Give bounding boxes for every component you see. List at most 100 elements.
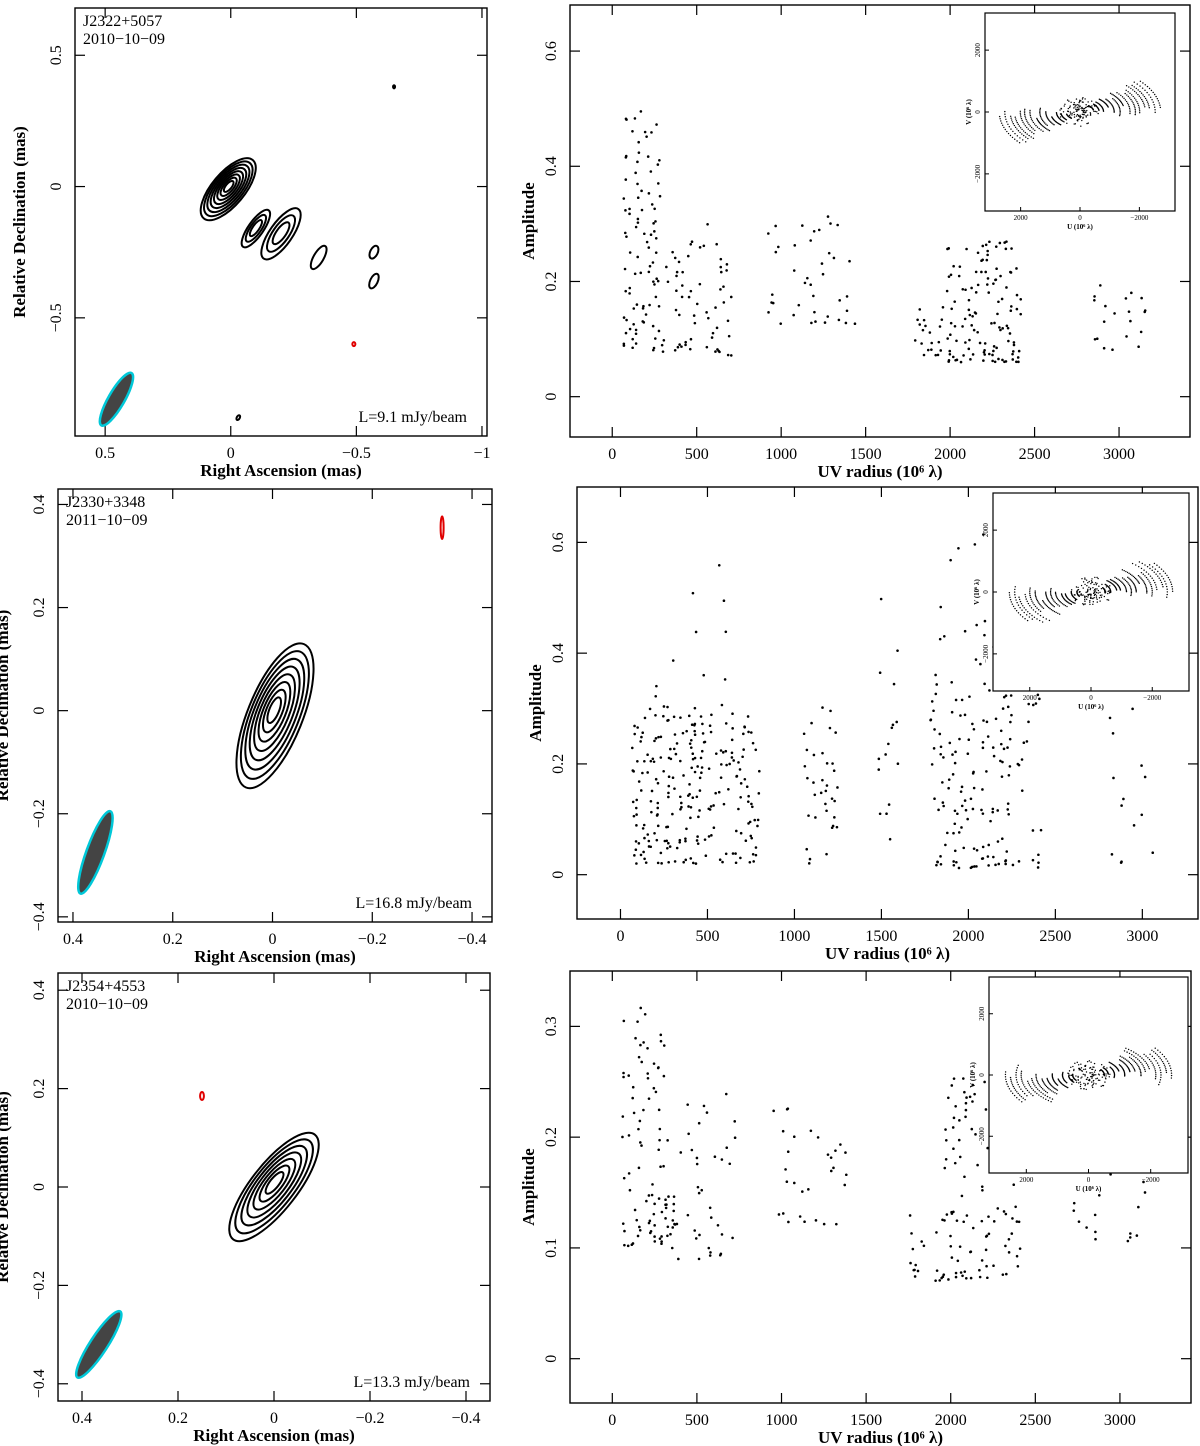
- data-point: [934, 1279, 937, 1282]
- data-point: [827, 251, 831, 255]
- uv-point: [1050, 589, 1052, 591]
- data-point: [729, 295, 733, 299]
- data-point: [747, 822, 750, 825]
- data-point: [623, 1243, 626, 1247]
- uv-point: [1064, 103, 1066, 105]
- uv-point: [1033, 1083, 1035, 1085]
- data-point: [1011, 350, 1015, 353]
- contour-line: [206, 163, 251, 214]
- data-point: [1102, 320, 1106, 323]
- uv-point: [1121, 96, 1124, 98]
- uv-point: [1086, 591, 1088, 593]
- uv-point: [1146, 1064, 1149, 1066]
- data-point: [667, 784, 671, 788]
- uv-point: [1117, 97, 1119, 100]
- data-point: [821, 778, 824, 782]
- data-point: [708, 1254, 712, 1257]
- data-point: [667, 791, 670, 795]
- x-tick-label: 500: [685, 446, 709, 463]
- data-point: [651, 757, 655, 761]
- uv-point: [1106, 599, 1108, 601]
- uv-point: [1060, 107, 1062, 110]
- uv-point: [1093, 596, 1095, 599]
- data-point: [679, 807, 682, 811]
- inset-frame: [992, 492, 1190, 692]
- data-point: [793, 244, 797, 247]
- uv-point: [1123, 569, 1125, 572]
- uv-point: [1147, 1057, 1149, 1059]
- data-point: [725, 763, 728, 767]
- data-point: [957, 546, 960, 550]
- data-point: [934, 353, 938, 357]
- uv-point: [1078, 105, 1080, 108]
- uv-point: [1074, 106, 1076, 108]
- data-point: [958, 737, 961, 741]
- data-point: [1018, 1247, 1022, 1250]
- uv-point: [1076, 103, 1078, 106]
- uv-point: [1036, 1092, 1038, 1095]
- data-point: [784, 1168, 787, 1171]
- uv-point: [1155, 573, 1157, 575]
- data-point: [971, 722, 974, 726]
- uv-point: [1091, 105, 1093, 107]
- uv-point: [1086, 585, 1088, 587]
- uv-point: [1016, 128, 1018, 130]
- uv-point: [1090, 580, 1093, 582]
- x-tick-label: 0.2: [163, 931, 183, 948]
- data-point: [652, 346, 656, 350]
- data-point: [739, 796, 742, 799]
- uv-point: [1145, 576, 1148, 579]
- uv-point: [1030, 116, 1032, 119]
- uv-point: [1158, 102, 1160, 104]
- uv-point: [1149, 1053, 1151, 1055]
- data-point: [805, 748, 809, 752]
- uv-point: [1082, 604, 1085, 606]
- uv-point: [1127, 1060, 1129, 1062]
- uv-point: [1139, 85, 1141, 87]
- uv-point: [1130, 591, 1133, 594]
- data-point: [742, 732, 745, 736]
- uv-point: [1136, 580, 1139, 582]
- uv-point: [1022, 139, 1024, 141]
- inset-y-axis-title: V (10⁶ λ): [965, 99, 973, 125]
- data-point: [650, 131, 653, 134]
- data-point: [950, 1084, 954, 1087]
- uv-point: [1127, 1048, 1130, 1051]
- y-tick-label: 0: [543, 1355, 560, 1363]
- uv-point: [1109, 591, 1111, 593]
- data-point: [934, 673, 937, 677]
- uv-point: [1048, 619, 1051, 622]
- data-point: [1036, 866, 1040, 869]
- uv-point: [1031, 131, 1033, 133]
- uv-point: [1023, 123, 1025, 125]
- data-point: [819, 791, 823, 795]
- uv-point: [1127, 91, 1129, 93]
- contour-line: [252, 1157, 297, 1211]
- data-point: [986, 277, 990, 280]
- data-point: [695, 1162, 699, 1166]
- data-point: [636, 726, 639, 729]
- data-point: [963, 1090, 966, 1094]
- uv-point: [1118, 106, 1121, 109]
- uv-point: [1166, 1060, 1169, 1062]
- data-point: [687, 1132, 690, 1136]
- uv-point: [1171, 588, 1174, 590]
- data-point: [928, 331, 932, 334]
- data-point: [644, 313, 648, 316]
- data-point: [1004, 859, 1007, 863]
- uv-point: [1085, 116, 1087, 118]
- data-point: [677, 260, 681, 264]
- data-point: [806, 776, 809, 780]
- uv-point: [1103, 588, 1106, 591]
- data-point: [695, 839, 699, 842]
- contour-line: [222, 179, 235, 193]
- uv-point: [1133, 1055, 1135, 1057]
- uv-point: [1028, 616, 1031, 618]
- uv-point: [1036, 1079, 1038, 1082]
- data-point: [630, 1243, 634, 1246]
- x-tick-label: 1500: [865, 928, 897, 945]
- data-point: [969, 358, 972, 361]
- contour-line: [265, 214, 297, 253]
- data-point: [652, 280, 655, 283]
- data-point: [1126, 1239, 1130, 1243]
